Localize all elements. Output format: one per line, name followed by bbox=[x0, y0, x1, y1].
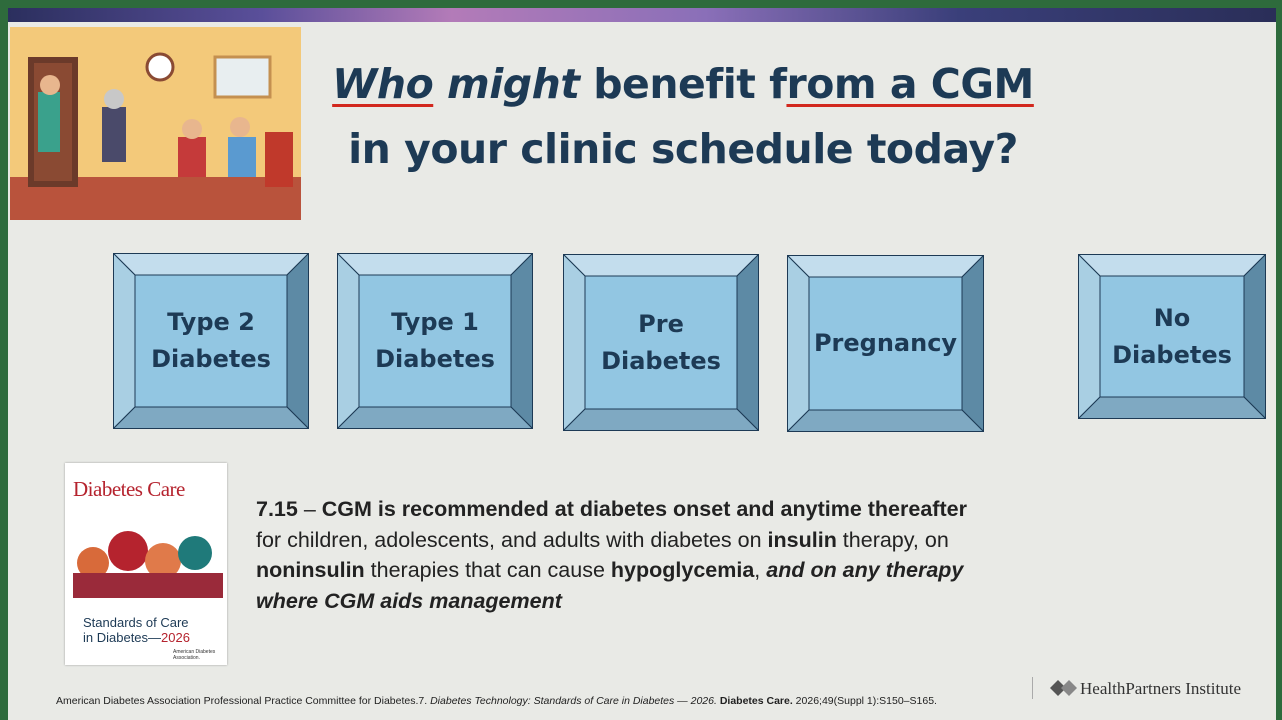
text-run: in your clinic schedule today? bbox=[348, 125, 1018, 173]
text-run: Diabetes Technology: Standards of Care i… bbox=[430, 695, 717, 707]
text-run: noninsulin bbox=[256, 558, 365, 582]
box-label-line: No bbox=[1153, 303, 1191, 332]
box-bevel bbox=[787, 255, 984, 432]
text-run: for children, adolescents, and adults wi… bbox=[256, 527, 768, 552]
box-label-line: Pregnancy bbox=[813, 329, 958, 357]
text-run: Diabetes Care. bbox=[719, 695, 793, 707]
option-box: Type 2 Diabetes bbox=[113, 253, 309, 429]
option-box: Type 1 Diabetes bbox=[337, 253, 533, 429]
logo-icon bbox=[1050, 680, 1077, 696]
box-label-line: Diabetes bbox=[375, 345, 495, 373]
citation: American Diabetes Association Profession… bbox=[56, 695, 937, 707]
title-line: in your clinic schedule today? bbox=[308, 125, 1058, 173]
box-label: Pre Diabetes bbox=[585, 276, 737, 409]
box-bevel bbox=[563, 254, 759, 431]
option-box: Pre Diabetes bbox=[563, 254, 759, 431]
text-run: insulin bbox=[767, 527, 837, 552]
text-run: therapies that can cause bbox=[364, 558, 611, 582]
text-run: benefit f bbox=[579, 60, 787, 108]
text-run: Standards of Care bbox=[83, 615, 189, 630]
box-label: Type 1 Diabetes bbox=[359, 275, 511, 407]
cover-art bbox=[73, 531, 223, 598]
option-box: Pregnancy bbox=[787, 255, 984, 432]
logo-text: HealthPartners Institute bbox=[1080, 679, 1241, 698]
text-run: – bbox=[297, 497, 322, 521]
box-label-line: Diabetes bbox=[601, 346, 721, 375]
title-line: Who might benefit from a CGM bbox=[308, 60, 1058, 108]
box-bevel bbox=[113, 253, 309, 429]
clinic-illustration bbox=[10, 27, 301, 220]
option-box: No Diabetes bbox=[1078, 254, 1266, 419]
slide: Who might benefit from a CGM in your clin… bbox=[8, 8, 1276, 720]
text-run: , bbox=[754, 558, 767, 582]
box-bevel bbox=[1078, 254, 1266, 419]
recommendation: 7.15 – CGM is recommended at diabetes on… bbox=[256, 494, 996, 616]
standards-line: in Diabetes—2026 bbox=[83, 630, 190, 645]
journal-standards: Standards of Care in Diabetes—2026 bbox=[83, 615, 190, 645]
box-bevel bbox=[337, 253, 533, 429]
box-label-line: Type 2 bbox=[167, 308, 255, 336]
text-run: hypoglycemia bbox=[610, 558, 755, 582]
box-label: Type 2 Diabetes bbox=[135, 275, 287, 407]
box-label: Pregnancy bbox=[809, 277, 962, 410]
divider bbox=[1032, 677, 1033, 699]
text-run: 2026 bbox=[161, 630, 190, 645]
box-label-line: Diabetes bbox=[151, 345, 271, 373]
journal-name: Diabetes Care bbox=[73, 477, 185, 501]
box-label-line: Type 1 bbox=[391, 308, 479, 336]
text-run: therapy, on bbox=[836, 527, 949, 552]
standards-line: Standards of Care bbox=[83, 615, 190, 630]
text-run: Who bbox=[332, 60, 434, 108]
text-run: might bbox=[433, 60, 580, 108]
text-run: rom a CGM bbox=[786, 60, 1034, 108]
journal-cover: Diabetes Care Standards of Care in Diabet… bbox=[65, 463, 227, 665]
text-run: 7.15 bbox=[256, 497, 298, 521]
text-run: 2026;49(Suppl 1):S150–S165. bbox=[792, 695, 937, 707]
text-run: American Diabetes Association Profession… bbox=[56, 695, 431, 707]
text-run: in Diabetes— bbox=[83, 630, 162, 645]
text-run: CGM is recommended at diabetes onset and… bbox=[321, 497, 967, 521]
box-label-line: Pre bbox=[638, 309, 684, 338]
top-bar bbox=[8, 8, 1276, 22]
text-run: and on any therapy where CGM aids manage… bbox=[256, 558, 964, 613]
box-label-line: Diabetes bbox=[1112, 340, 1232, 369]
box-label: No Diabetes bbox=[1100, 276, 1244, 397]
publisher: American Diabetes Association. bbox=[173, 649, 216, 661]
